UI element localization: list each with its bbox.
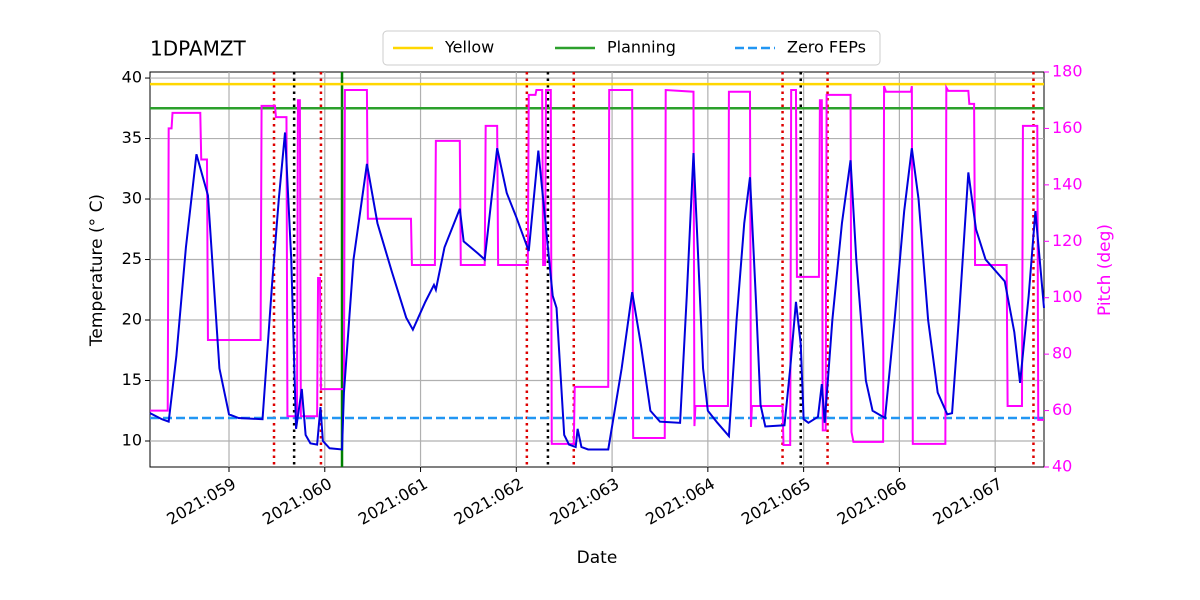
- y2-tick-label: 140: [1052, 174, 1083, 193]
- y-tick-label: 20: [122, 310, 142, 329]
- y2-tick-label: 40: [1052, 457, 1072, 476]
- y-tick-label: 25: [122, 249, 142, 268]
- y2-tick-label: 60: [1052, 400, 1072, 419]
- x-tick-label: 2021:059: [163, 474, 239, 529]
- y-tick-label: 15: [122, 370, 142, 389]
- x-tick-label: 2021:066: [834, 474, 910, 529]
- legend-label: Planning: [607, 38, 676, 57]
- y2-tick-label: 180: [1052, 62, 1083, 81]
- y2-axis-label: Pitch (deg): [1095, 224, 1115, 316]
- x-tick-label: 2021:062: [451, 474, 527, 529]
- legend-label: Yellow: [444, 38, 494, 57]
- series-line: [149, 132, 1045, 451]
- legend-box: [382, 30, 881, 66]
- y2-tick-label: 100: [1052, 287, 1083, 306]
- x-tick-label: 2021:065: [738, 474, 814, 529]
- y-tick-label: 30: [122, 189, 142, 208]
- series-line: [150, 83, 1044, 446]
- y-tick-label: 10: [122, 430, 142, 449]
- legend-label: Zero FEPs: [787, 38, 866, 57]
- x-tick-label: 2021:061: [355, 474, 431, 529]
- y2-tick-label: 80: [1052, 344, 1072, 363]
- x-tick-label: 2021:060: [259, 474, 335, 529]
- y2-tick-label: 120: [1052, 231, 1083, 250]
- chart-title: 1DPAMZT: [150, 37, 247, 61]
- x-tick-label: 2021:067: [930, 474, 1006, 529]
- y-axis-label: Temperature (° C): [87, 194, 107, 347]
- plot-frame: [149, 71, 1045, 468]
- x-tick-label: 2021:064: [642, 474, 718, 529]
- x-axis-label: Date: [577, 548, 618, 568]
- y-tick-label: 40: [122, 68, 142, 87]
- y2-tick-label: 160: [1052, 118, 1083, 137]
- y-tick-label: 35: [122, 128, 142, 147]
- x-tick-label: 2021:063: [546, 474, 622, 529]
